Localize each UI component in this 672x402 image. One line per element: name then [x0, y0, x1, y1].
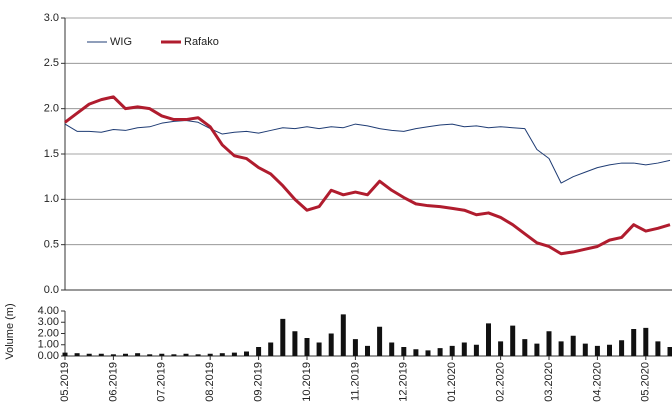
- bar: [558, 341, 564, 356]
- bar: [437, 348, 443, 356]
- x-tick-label: 05.2019: [59, 362, 71, 402]
- bar: [365, 345, 370, 356]
- bar: [582, 343, 588, 356]
- bar: [340, 314, 346, 356]
- bar: [244, 351, 249, 356]
- bar: [425, 350, 431, 356]
- line-series: [64, 95, 671, 256]
- bar: [147, 354, 153, 356]
- bar: [510, 325, 516, 356]
- bar: [643, 327, 649, 356]
- x-tick-label: 05.2020: [640, 362, 652, 402]
- bar: [461, 342, 467, 356]
- x-tick-label: 02.2020: [495, 362, 507, 402]
- bar: [207, 353, 213, 356]
- y-tick-label: 2.5: [44, 57, 59, 69]
- x-tick-label: 07.2019: [156, 362, 168, 402]
- bar: [123, 353, 128, 356]
- bar: [268, 342, 274, 356]
- x-tick-label: 09.2019: [253, 362, 265, 402]
- bar: [473, 344, 479, 356]
- bar: [570, 335, 576, 356]
- legend-label: Rafako: [184, 36, 219, 48]
- bar: [594, 345, 600, 356]
- y-tick-label: 2.0: [44, 103, 59, 115]
- y-tick-label: 1.0: [44, 193, 59, 205]
- x-tick-label: 01.2020: [446, 362, 458, 402]
- x-tick-label: 11.2019: [349, 362, 361, 401]
- y-tick-label: 3.0: [44, 12, 59, 24]
- bar: [110, 354, 116, 356]
- bar: [219, 353, 225, 356]
- y-tick-label: 4.00: [38, 305, 59, 317]
- x-tick-label: 03.2020: [543, 362, 555, 402]
- bar: [171, 354, 177, 356]
- bar: [667, 347, 672, 356]
- x-tick-label: 12.2019: [398, 362, 410, 402]
- y-tick-label: 0.00: [38, 350, 59, 362]
- bar: [86, 353, 92, 356]
- bar: [607, 344, 612, 356]
- y-tick-label: 1.00: [38, 339, 59, 351]
- y-tick-label: 0.5: [44, 239, 59, 251]
- y-tick-label: 3.00: [38, 316, 59, 328]
- bar: [546, 331, 552, 356]
- bar: [256, 347, 262, 356]
- y-tick-label: 0.0: [44, 284, 59, 296]
- y-axis-title: Volume (m): [4, 303, 16, 359]
- x-tick-label: 08.2019: [204, 362, 216, 402]
- bar: [619, 340, 625, 356]
- bar: [62, 352, 68, 356]
- bar: [328, 333, 334, 356]
- bar: [377, 326, 383, 356]
- bar: [522, 339, 528, 356]
- bar: [98, 353, 104, 356]
- line-series: [64, 119, 671, 184]
- bar: [413, 349, 419, 356]
- bar: [486, 323, 491, 356]
- bar: [498, 341, 504, 356]
- bar: [292, 331, 298, 356]
- x-tick-label: 10.2019: [301, 362, 313, 402]
- y-tick-label: 1.5: [44, 148, 59, 160]
- legend-label: WIG: [110, 36, 132, 48]
- x-tick-label: 04.2020: [591, 362, 603, 402]
- bar: [316, 342, 322, 356]
- bar: [159, 353, 165, 356]
- bar: [135, 353, 141, 356]
- bar: [401, 347, 407, 356]
- bar: [631, 329, 637, 356]
- y-tick-label: 2.00: [38, 327, 59, 339]
- bar: [183, 353, 189, 356]
- bar: [534, 343, 540, 356]
- bar: [449, 345, 455, 356]
- bar: [352, 339, 358, 356]
- x-tick-label: 06.2019: [107, 362, 119, 402]
- bar: [231, 352, 237, 356]
- bar: [389, 342, 395, 356]
- bar: [74, 353, 80, 356]
- bar: [195, 354, 201, 356]
- bar: [304, 338, 310, 356]
- bar: [280, 318, 286, 356]
- bar: [655, 341, 661, 356]
